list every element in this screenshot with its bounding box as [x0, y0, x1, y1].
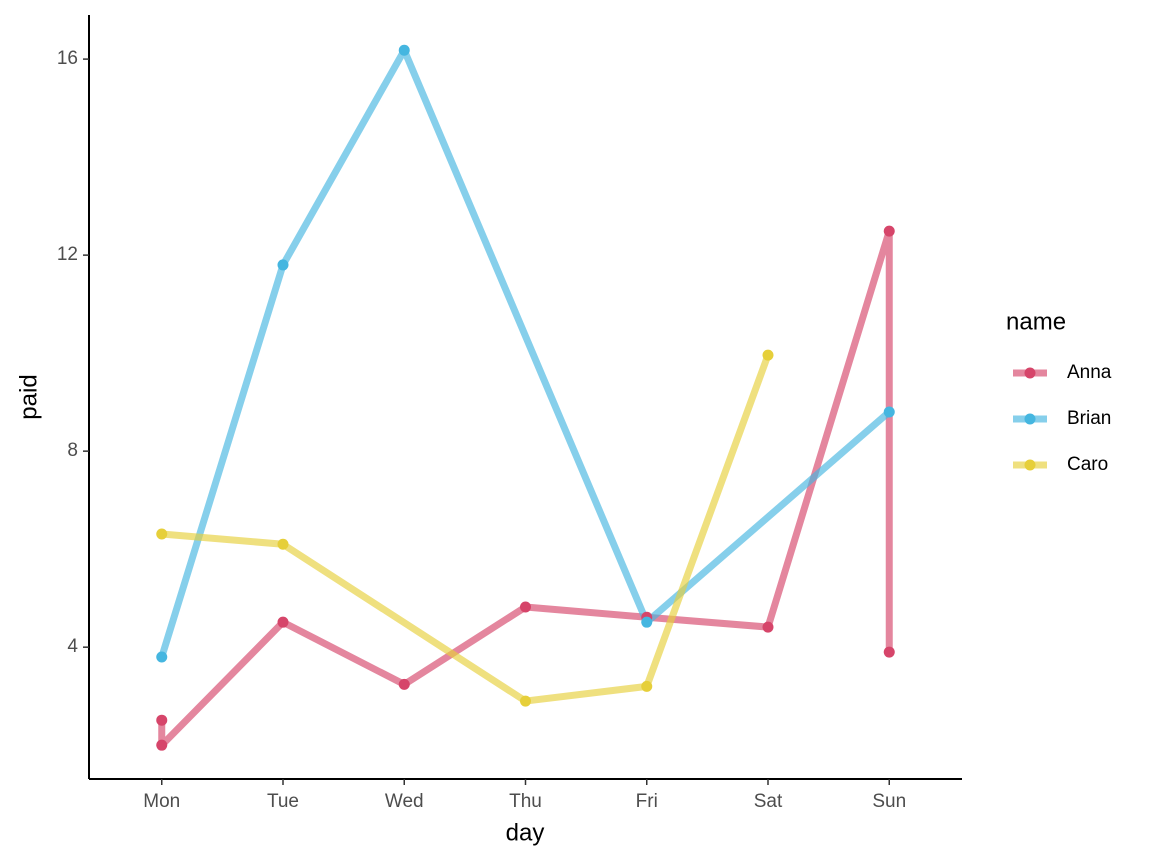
data-point [762, 621, 774, 633]
data-point [156, 651, 168, 663]
legend-label: Caro [1067, 454, 1108, 475]
x-tick-label: Mon [143, 791, 180, 812]
legend-label: Brian [1067, 408, 1111, 429]
data-point [520, 695, 531, 707]
data-point [156, 739, 168, 751]
legend-point [1024, 367, 1036, 379]
legend-title: name [1006, 308, 1066, 335]
y-tick-label: 8 [67, 440, 78, 461]
x-tick-label: Wed [385, 791, 424, 812]
series-line [158, 46, 892, 659]
data-point [156, 528, 168, 540]
x-tick-label: Sat [754, 791, 783, 812]
data-point [277, 538, 289, 550]
data-point [641, 680, 653, 692]
data-point [277, 616, 289, 628]
data-point [883, 646, 895, 658]
legend-point [1024, 459, 1036, 471]
x-axis-title: day [506, 819, 545, 846]
data-point [156, 714, 168, 726]
x-tick-label: Thu [509, 791, 542, 812]
x-tick-label: Tue [267, 791, 299, 812]
y-axis-title: paid [15, 374, 42, 419]
data-point [762, 349, 774, 361]
y-tick-label: 16 [57, 48, 78, 69]
x-tick-label: Fri [636, 791, 658, 812]
data-point [883, 406, 895, 418]
y-tick-label: 4 [67, 636, 78, 657]
data-point [398, 44, 410, 56]
y-tick-label: 12 [57, 244, 78, 265]
legend-point [1024, 413, 1036, 425]
x-tick-label: Sun [872, 791, 906, 812]
data-point [883, 225, 895, 237]
data-point [520, 601, 531, 613]
data-point [277, 259, 289, 271]
data-point [641, 616, 653, 628]
legend-label: Anna [1067, 362, 1112, 383]
data-point [398, 678, 410, 690]
